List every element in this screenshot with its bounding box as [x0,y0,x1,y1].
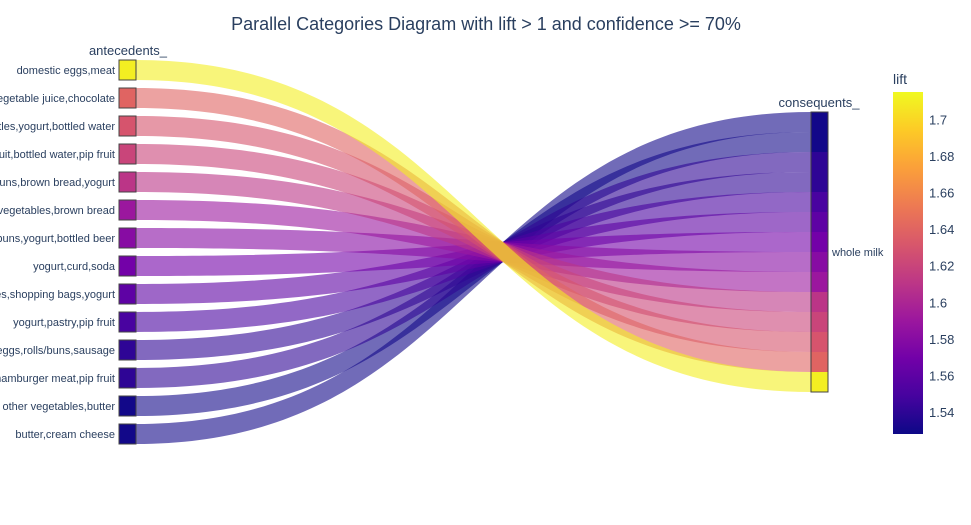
antecedent-category-bar[interactable] [118,283,137,305]
antecedent-category-label: fruit,bottled water,pip fruit [0,149,115,161]
consequent-segment[interactable] [811,192,828,213]
antecedent-category-label: yogurt,pastry,pip fruit [13,317,115,329]
ribbons [136,60,811,444]
antecedent-category-label: butter,cream cheese [15,429,115,441]
consequent-segment[interactable] [811,132,828,153]
antecedent-category-label: rolls/buns,yogurt,bottled beer [0,233,115,245]
colorbar-bar [893,92,923,434]
consequent-segment[interactable] [811,312,828,333]
consequent-segment[interactable] [811,112,828,133]
ribbon[interactable] [136,60,811,392]
antecedent-category-label: ables,shopping bags,yogurt [0,289,115,301]
antecedents-title: antecedents_ [89,43,168,58]
colorbar-tick-label: 1.58 [929,332,954,347]
antecedent-category-label: eggs,rolls/buns,sausage [0,345,115,357]
antecedent-category-bar[interactable] [118,143,137,165]
antecedent-category-label: bottles,yogurt,bottled water [0,121,115,133]
consequent-segment[interactable] [811,152,828,173]
antecedent-category-label: yogurt,curd,soda [33,261,116,273]
colorbar-tick-label: 1.6 [929,295,947,310]
antecedent-category-bar[interactable] [118,367,137,389]
consequent-segment[interactable] [811,292,828,313]
antecedent-category-label: other vegetables,butter [2,401,115,413]
antecedents-axis: domestic eggs,meat vegetable juice,chocol… [0,59,137,445]
antecedent-category-bar[interactable] [118,115,137,137]
consequent-segment[interactable] [811,352,828,373]
antecedent-category-bar[interactable] [118,199,137,221]
antecedent-category-bar[interactable] [118,171,137,193]
consequent-category-bar[interactable] [810,111,829,393]
antecedent-category-bar[interactable] [118,227,137,249]
antecedent-category-label: vegetable juice,chocolate [0,93,115,105]
antecedent-category-bar[interactable] [118,311,137,333]
antecedent-category-label: domestic eggs,meat [17,65,115,77]
colorbar-tick-label: 1.64 [929,222,954,237]
antecedent-category-bar[interactable] [118,87,137,109]
antecedent-category-bar[interactable] [118,423,137,445]
antecedent-category-bar[interactable] [118,395,137,417]
antecedent-category-bar[interactable] [118,255,137,277]
consequent-segment[interactable] [811,372,828,393]
antecedent-category-label: hamburger meat,pip fruit [0,373,115,385]
antecedent-category-label: rolls/buns,brown bread,yogurt [0,177,115,189]
colorbar-tick-label: 1.66 [929,186,954,201]
colorbar-title: lift [893,71,907,87]
colorbar-ticks: 1.54 1.56 1.58 1.6 1.62 1.64 1.66 1.68 1.7 [929,112,954,420]
antecedent-category-bar[interactable] [118,339,137,361]
colorbar-tick-label: 1.68 [929,149,954,164]
consequent-category-label: whole milk [831,247,884,259]
consequents-axis: whole milk [810,111,884,393]
antecedent-category-bar[interactable] [118,59,137,81]
colorbar-tick-label: 1.62 [929,259,954,274]
consequent-segment[interactable] [811,332,828,353]
colorbar: lift 1.54 1.56 1.58 1.6 1.62 1.64 1.66 1.68 1.7 [893,71,954,434]
consequent-segment[interactable] [811,172,828,193]
colorbar-tick-label: 1.54 [929,405,954,420]
chart-title: Parallel Categories Diagram with lift > … [231,14,741,34]
consequent-segment[interactable] [811,232,828,253]
colorbar-tick-label: 1.56 [929,368,954,383]
consequents-title: consequents_ [779,95,861,110]
colorbar-tick-label: 1.7 [929,112,947,127]
consequent-segment[interactable] [811,212,828,233]
antecedent-category-label: other vegetables,brown bread [0,205,115,217]
consequent-segment[interactable] [811,272,828,293]
consequent-segment[interactable] [811,252,828,273]
